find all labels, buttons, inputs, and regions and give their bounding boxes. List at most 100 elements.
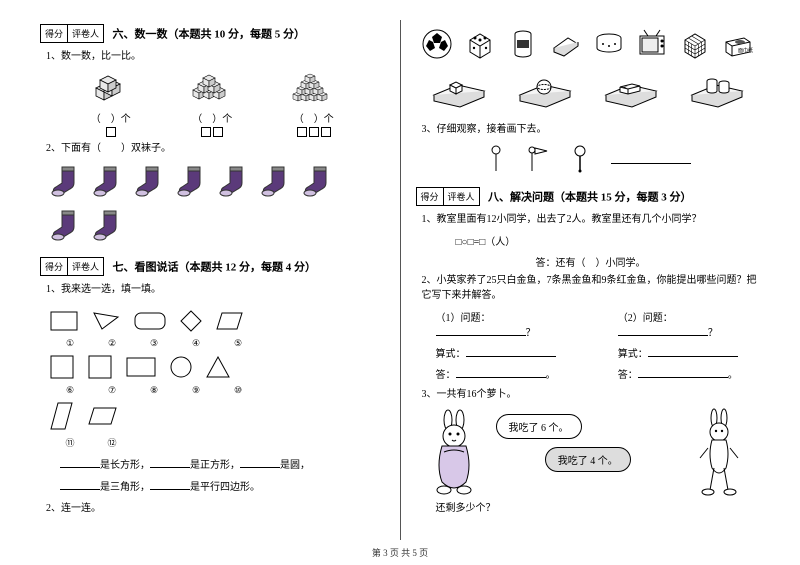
pattern-blank[interactable] [611, 154, 691, 164]
num-7: ⑦ [98, 385, 126, 396]
num-3: ③ [140, 338, 168, 349]
q8-2: 2、小英家养了25只白金鱼，7条黑金鱼和9条红金鱼，你能提出哪些问题？把它写下来… [422, 273, 761, 303]
tv-icon [636, 28, 668, 60]
shape-row-2 [50, 355, 375, 379]
needle-row [416, 145, 761, 173]
rubik-icon [679, 28, 711, 60]
speech-bubble-1: 我吃了 6 个。 [496, 414, 582, 439]
q7-3: 3、仔细观察，接着画下去。 [422, 122, 761, 137]
rect-icon [126, 357, 156, 377]
sphere-platform-icon [515, 70, 575, 112]
ans-1: 答：。 [436, 366, 578, 381]
cylinder-platform-icon [687, 70, 747, 112]
grader-label: 评卷人 [68, 25, 103, 42]
q8-3: 3、一共有16个萝卜。 [422, 387, 761, 402]
num-9: ⑨ [182, 385, 210, 396]
platform-row [416, 70, 761, 112]
num-5: ⑤ [224, 338, 252, 349]
q6-2b: ）双袜子。 [121, 143, 171, 154]
q8-1: 1、教室里面有12小同学，出去了2人。教室里还有几个小同学？ [422, 212, 761, 227]
tissue-icon: 面巾纸 [722, 28, 754, 60]
grader-label: 评卷人 [68, 258, 103, 275]
answer-box[interactable] [213, 127, 223, 137]
answer-box[interactable] [201, 127, 211, 137]
pin-icon [485, 145, 507, 173]
parallelogram-icon [88, 407, 118, 425]
cuboid-platform-icon [601, 70, 661, 112]
can-icon [507, 28, 539, 60]
answer-box[interactable] [297, 127, 307, 137]
section-6-title: 六、数一数（本题共 10 分，每题 5 分） [113, 29, 306, 41]
cube-platform-icon [429, 70, 489, 112]
score-label: 得分 [41, 25, 68, 42]
remaining-q: 还剩多少个？ [436, 501, 761, 516]
unit-label: ）个 [111, 114, 131, 125]
ball-icon [421, 28, 453, 60]
pot-icon [593, 28, 625, 60]
sock-icon [218, 163, 252, 199]
num-8: ⑧ [140, 385, 168, 396]
page-footer: 第 3 页 共 5 页 [0, 546, 800, 559]
num-12: ⑫ [98, 436, 126, 449]
sock-icon [92, 207, 126, 243]
grader-label: 评卷人 [444, 188, 479, 205]
paren-open: （ [192, 114, 202, 125]
rabbit-right-icon [690, 408, 750, 498]
square-icon [88, 355, 112, 379]
speech-bubble-2: 我吃了 4 个。 [545, 447, 631, 472]
unit-label: ）个 [212, 114, 232, 125]
equation-1: 算式： [436, 345, 578, 360]
circle-icon [170, 356, 192, 378]
unit-label: ）个 [314, 114, 334, 125]
num-2: ② [98, 338, 126, 349]
ans-2: 答：。 [618, 366, 760, 381]
paren-open: （ [294, 114, 304, 125]
equation-2: 算式： [618, 345, 760, 360]
answer-box[interactable] [309, 127, 319, 137]
parallelogram-icon [50, 402, 74, 430]
score-label: 得分 [417, 188, 444, 205]
cube-groups: （ ）个 （ ）个 （ ）个 [40, 68, 385, 137]
shape-row-3 [50, 402, 375, 430]
sock-icon [50, 207, 84, 243]
dice-icon [464, 28, 496, 60]
q7-2: 2、连一连。 [46, 501, 385, 516]
fill-line-1: 是长方形，是正方形，是圆， [60, 457, 385, 475]
sock-icon [176, 163, 210, 199]
socks-row [40, 159, 385, 247]
svg-text:面巾纸: 面巾纸 [738, 47, 753, 54]
answer-box[interactable] [106, 127, 116, 137]
pin-icon [569, 145, 591, 173]
square-icon [50, 355, 74, 379]
num-10: ⑩ [224, 385, 252, 396]
sock-icon [260, 163, 294, 199]
score-label: 得分 [41, 258, 68, 275]
problem-1: （1）问题：？ [436, 309, 578, 339]
num-6: ⑥ [56, 385, 84, 396]
sock-icon [134, 163, 168, 199]
sock-icon [302, 163, 336, 199]
sock-icon [92, 163, 126, 199]
rect-icon [50, 311, 78, 331]
q6-2a: 2、下面有（ [46, 143, 101, 154]
rabbit-left-icon [426, 408, 486, 498]
section-8-title: 八、解决问题（本题共 15 分，每题 3 分） [488, 192, 692, 204]
roundrect-icon [134, 312, 166, 330]
objects-row: 面巾纸 [416, 28, 761, 60]
q7-1: 1、我来选一选，填一填。 [46, 282, 385, 297]
paren-open: （ [91, 114, 101, 125]
num-1: ① [56, 338, 84, 349]
answer-line: 答：还有（ ）小同学。 [536, 254, 761, 269]
answer-box[interactable] [321, 127, 331, 137]
num-11: ⑪ [56, 436, 84, 449]
flag-icon [527, 145, 549, 173]
eraser-icon [550, 28, 582, 60]
problem-2: （2）问题：？ [618, 309, 760, 339]
formula-boxes: □○□=□（人） [456, 233, 761, 248]
section-7-title: 七、看图说话（本题共 12 分，每题 4 分） [113, 262, 317, 274]
triangle-icon [206, 356, 230, 378]
diamond-icon [180, 310, 202, 332]
num-4: ④ [182, 338, 210, 349]
shape-row-1 [50, 310, 375, 332]
q6-1: 1、数一数，比一比。 [46, 49, 385, 64]
